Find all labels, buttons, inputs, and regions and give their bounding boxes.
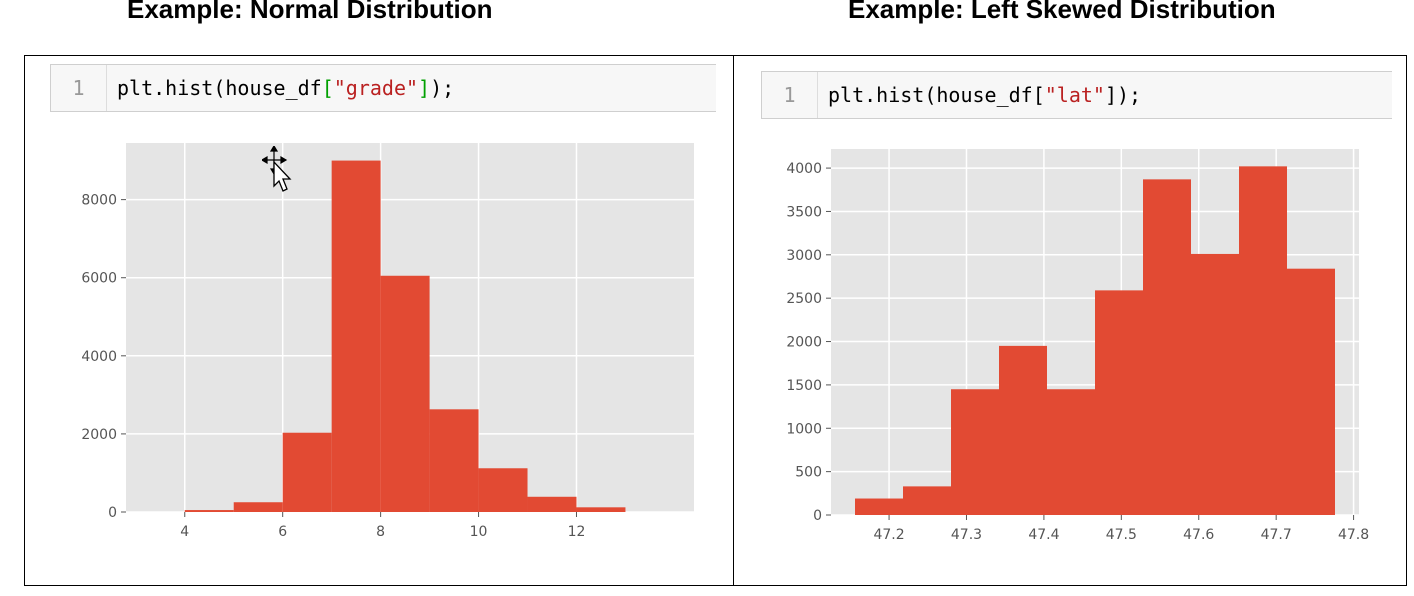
code-line[interactable]: plt.hist(house_df["grade"]); <box>107 76 454 100</box>
histogram-bar <box>1287 268 1335 515</box>
comparison-frame <box>24 55 1407 586</box>
x-tick-label: 4 <box>180 524 189 540</box>
histogram-bar <box>429 409 479 512</box>
x-tick-label: 47.7 <box>1261 527 1292 543</box>
x-tick-label: 10 <box>470 524 488 540</box>
histogram-grade: 4 6 8 10 12 0 2000 4000 6000 8000 <box>81 143 694 540</box>
x-tick-label: 47.2 <box>873 527 904 543</box>
code-line[interactable]: plt.hist(house_df["lat"]); <box>818 83 1141 107</box>
x-tick-label: 47.5 <box>1106 527 1137 543</box>
histogram-bar <box>903 486 951 515</box>
code-prefix: plt.hist(house_df <box>117 76 322 100</box>
histogram-bar <box>1047 389 1095 515</box>
y-tick-label: 6000 <box>81 271 117 287</box>
close-bracket: ] <box>418 76 431 100</box>
line-number: 1 <box>762 72 818 118</box>
y-tick-label: 4000 <box>81 349 117 365</box>
histogram-bar <box>1095 290 1143 515</box>
y-tick-label: 500 <box>795 465 822 481</box>
histogram-bar <box>999 345 1047 515</box>
code-cell-right[interactable]: 1 plt.hist(house_df["lat"]); <box>761 71 1392 119</box>
histogram-bar <box>1239 166 1287 515</box>
string-arg: "lat" <box>1044 83 1105 107</box>
y-tick-label: 2000 <box>81 427 117 443</box>
y-tick-label: 8000 <box>81 193 117 209</box>
x-tick-label: 47.8 <box>1338 527 1369 543</box>
code-suffix: ); <box>430 76 455 100</box>
histogram-bar <box>527 496 577 512</box>
y-tick-label: 0 <box>813 508 822 524</box>
code-suffix: ]); <box>1104 83 1142 107</box>
histogram-bar <box>478 468 528 512</box>
y-tick-label: 0 <box>108 505 117 521</box>
y-tick-label: 2000 <box>786 335 822 351</box>
y-tick-label: 1000 <box>786 421 822 437</box>
code-cell-left[interactable]: 1 plt.hist(house_df["grade"]); <box>50 64 716 112</box>
line-number: 1 <box>51 65 107 111</box>
y-tick-label: 3000 <box>786 248 822 264</box>
y-tick-label: 1500 <box>786 378 822 394</box>
left-heading: Example: Normal Distribution <box>127 0 493 24</box>
y-tick-label: 2500 <box>786 291 822 307</box>
histogram-bar <box>576 507 626 512</box>
histogram-bar <box>855 498 903 515</box>
histogram-bar <box>184 510 234 512</box>
histogram-bar <box>233 502 283 512</box>
x-tick-label: 47.4 <box>1028 527 1059 543</box>
y-tick-label: 3500 <box>786 204 822 220</box>
column-divider <box>733 55 734 586</box>
histogram-bar <box>380 275 430 512</box>
mouse-cursor-icon <box>262 146 292 192</box>
x-tick-label: 47.3 <box>951 527 982 543</box>
right-heading: Example: Left Skewed Distribution <box>848 0 1276 24</box>
open-bracket: [ <box>321 76 334 100</box>
histogram-bar <box>1143 179 1191 515</box>
x-tick-label: 6 <box>278 524 287 540</box>
histogram-bar <box>282 432 332 512</box>
string-arg: "grade" <box>333 76 419 100</box>
x-tick-label: 8 <box>376 524 385 540</box>
y-tick-label: 4000 <box>786 161 822 177</box>
x-tick-label: 12 <box>568 524 586 540</box>
histogram-lat: 47.2 47.3 47.4 47.5 47.6 47.7 47.8 0 500 1000 1500… <box>786 149 1369 543</box>
histogram-bar <box>331 160 381 513</box>
histogram-bar <box>1191 253 1239 516</box>
histogram-bar <box>951 389 999 515</box>
x-tick-label: 47.6 <box>1183 527 1214 543</box>
code-prefix: plt.hist(house_df[ <box>828 83 1045 107</box>
